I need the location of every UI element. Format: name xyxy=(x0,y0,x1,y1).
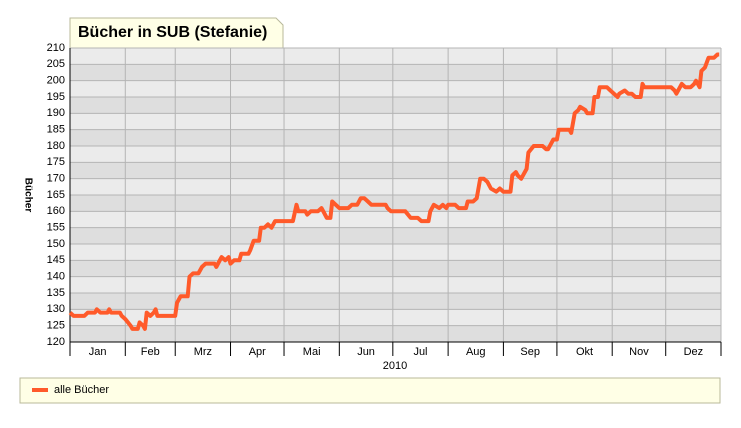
grid-band xyxy=(70,325,721,342)
y-tick-label: 135 xyxy=(47,287,65,299)
y-tick-label: 145 xyxy=(47,254,65,266)
grid-band xyxy=(70,48,721,65)
x-tick-label: Okt xyxy=(576,346,593,358)
grid-band xyxy=(70,178,721,195)
grid-band xyxy=(70,244,721,261)
x-tick-label: Jan xyxy=(89,346,107,358)
grid-band xyxy=(70,64,721,81)
y-tick-label: 200 xyxy=(47,75,65,87)
x-tick-label: Sep xyxy=(520,346,540,358)
x-tick-label: Nov xyxy=(629,346,649,358)
y-axis-label: Bücher xyxy=(22,178,33,213)
y-tick-label: 210 xyxy=(47,42,65,54)
x-tick-label: Jun xyxy=(357,346,375,358)
grid-band xyxy=(70,129,721,146)
x-tick-label: Jul xyxy=(413,346,427,358)
grid-band xyxy=(70,260,721,277)
legend xyxy=(19,377,721,404)
plot-area: 120 125 130 135 140 145 150 155 160 165 170 175 180 1… xyxy=(47,42,722,358)
x-tick-label: Apr xyxy=(249,346,266,358)
y-tick-label: 125 xyxy=(47,320,65,332)
y-tick-label: 160 xyxy=(47,205,65,217)
x-tick-label: Mai xyxy=(303,346,321,358)
grid-band xyxy=(70,293,721,310)
y-tick-label: 165 xyxy=(47,189,65,201)
grid-band xyxy=(70,113,721,130)
grid-band xyxy=(70,227,721,244)
y-tick-label: 195 xyxy=(47,91,65,103)
x-tick-label: Feb xyxy=(141,346,160,358)
y-tick-label: 185 xyxy=(47,124,65,136)
x-tick-label: Aug xyxy=(466,346,486,358)
grid-band xyxy=(70,195,721,212)
y-tick-label: 140 xyxy=(47,271,65,283)
grid-band xyxy=(70,309,721,326)
data-line xyxy=(68,52,720,331)
x-axis-label: 2010 xyxy=(383,360,407,372)
grid-band xyxy=(70,97,721,114)
grid-band xyxy=(70,146,721,163)
y-tick-label: 180 xyxy=(47,140,65,152)
chart-title: Bücher in SUB (Stefanie) xyxy=(78,24,267,41)
y-tick-label: 120 xyxy=(47,336,65,348)
x-tick-label: Dez xyxy=(684,346,704,358)
y-tick-label: 190 xyxy=(47,107,65,119)
grid-band xyxy=(70,162,721,179)
grid-band xyxy=(70,276,721,293)
y-tick-label: 170 xyxy=(47,173,65,185)
legend-label: alle Bücher xyxy=(54,384,109,396)
y-tick-label: 175 xyxy=(47,156,65,168)
y-tick-label: 150 xyxy=(47,238,65,250)
grid-band xyxy=(70,211,721,228)
grid-band xyxy=(70,80,721,97)
y-tick-label: 155 xyxy=(47,222,65,234)
y-tick-label: 130 xyxy=(47,303,65,315)
y-tick-label: 205 xyxy=(47,58,65,70)
x-tick-label: Mrz xyxy=(194,346,212,358)
